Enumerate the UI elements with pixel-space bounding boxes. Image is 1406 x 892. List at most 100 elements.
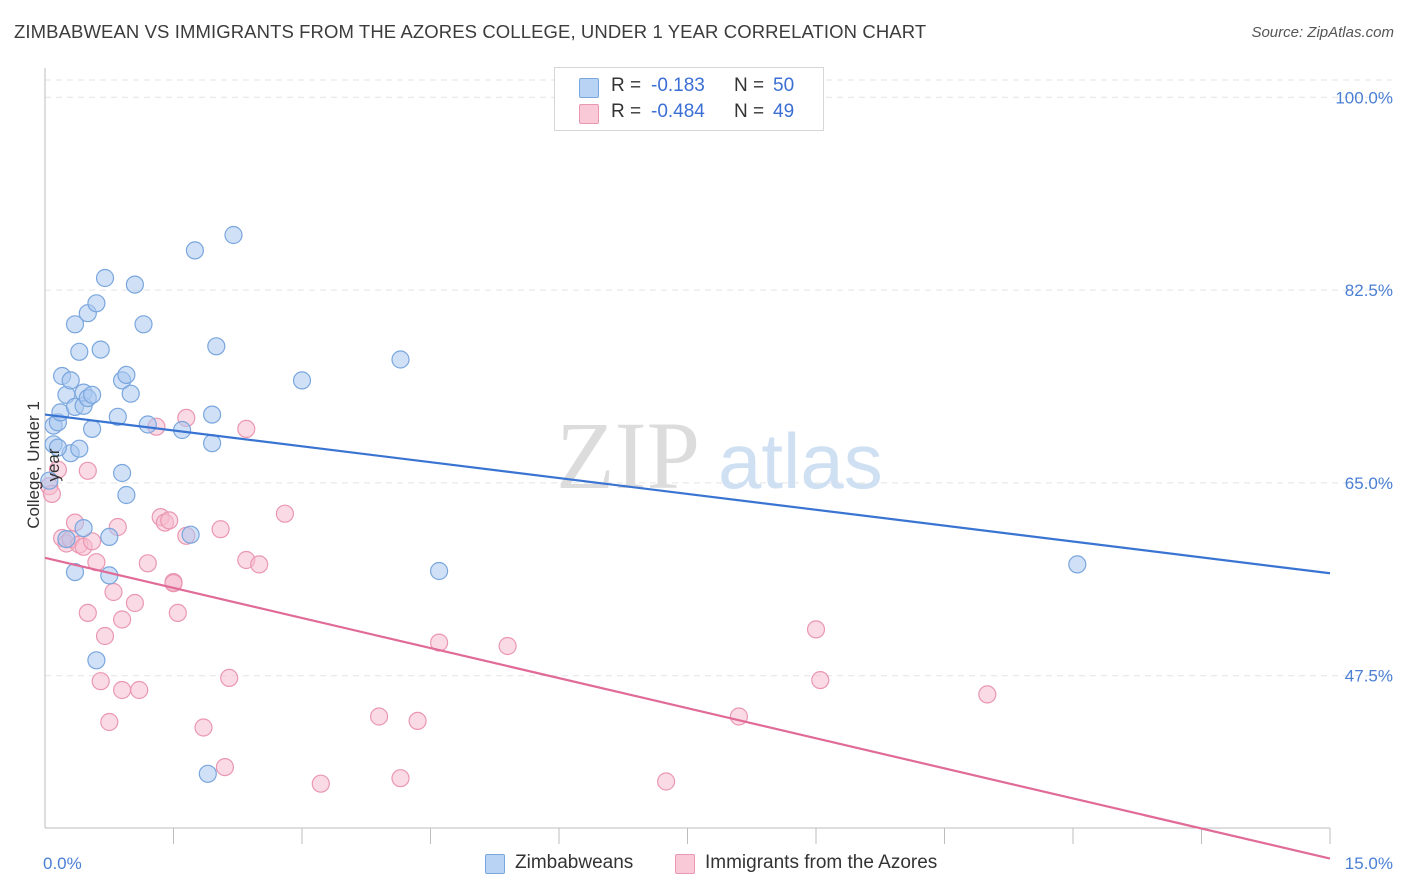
zimbabweans-point	[48, 438, 68, 457]
zimbabweans-point	[207, 337, 226, 356]
stats-legend-box: R = -0.183 N = 50 R = -0.484 N = 49	[554, 67, 824, 131]
zimbabweans-point	[61, 371, 80, 390]
trend-lines	[44, 413, 1331, 860]
azores-point	[78, 461, 97, 480]
zimbabweans-point	[87, 651, 106, 670]
chart-source: Source: ZipAtlas.com	[1251, 24, 1394, 41]
azores-point	[194, 718, 213, 737]
r-label: R =	[611, 75, 642, 96]
y-tick-label: 82.5%	[1345, 281, 1393, 300]
azores-point	[82, 532, 102, 551]
series-zimbabweans-points	[40, 225, 1087, 783]
azores-point	[370, 707, 389, 726]
n-label: N =	[734, 75, 765, 96]
watermark-atlas: atlas	[718, 417, 883, 505]
azores-point	[498, 636, 517, 656]
y-tick-labels: 47.5% 65.0% 82.5% 100.0%	[1335, 88, 1393, 685]
zimbabweans-point	[65, 315, 85, 334]
zimbabweans-point	[203, 434, 222, 453]
zimbabweans-swatch-icon	[485, 854, 505, 874]
zimbabweans-point	[70, 342, 89, 361]
azores-point	[978, 685, 997, 704]
zimbabweans-trend-line	[44, 413, 1331, 575]
zimbabweans-point	[121, 384, 140, 403]
x-tick-labels: 0.0% 15.0%	[43, 854, 1393, 873]
azores-point	[237, 419, 256, 438]
zimbabweans-swatch-icon	[579, 78, 599, 98]
azores-point	[78, 603, 97, 623]
azores-point	[275, 504, 294, 523]
azores-point	[112, 680, 132, 700]
azores-swatch-icon	[675, 854, 695, 874]
n-value: 50	[773, 75, 795, 96]
zimbabweans-point	[224, 225, 243, 245]
zimbabweans-point	[198, 764, 217, 783]
watermark: ZIP atlas	[556, 402, 883, 509]
watermark-zip: ZIP	[556, 402, 700, 509]
zimbabweans-point	[185, 241, 204, 260]
zimbabweans-point	[100, 527, 119, 547]
n-label: N =	[734, 101, 765, 122]
zimbabweans-point	[181, 525, 200, 544]
zimbabweans-point	[95, 268, 115, 288]
legend-label: Immigrants from the Azores	[705, 852, 938, 873]
x-tick-label: 0.0%	[43, 854, 82, 873]
zimbabweans-point	[391, 350, 410, 369]
zimbabweans-point	[40, 471, 59, 490]
legend: Zimbabweans Immigrants from the Azores	[0, 852, 1406, 878]
zimbabweans-point	[57, 529, 76, 549]
zimbabweans-point	[134, 315, 153, 334]
x-tick-label: 15.0%	[1345, 854, 1393, 873]
zimbabweans-point	[292, 371, 312, 390]
azores-point	[211, 520, 230, 539]
y-axis-label: College, Under 1 year	[24, 401, 63, 529]
azores-point	[125, 593, 144, 613]
azores-point	[160, 511, 179, 530]
zimbabweans-point	[1068, 555, 1087, 574]
azores-point	[104, 582, 123, 602]
azores-point	[112, 610, 132, 629]
azores-trend-line	[44, 556, 1331, 860]
zimbabweans-point	[82, 419, 102, 438]
y-tick-label: 47.5%	[1345, 667, 1393, 686]
zimbabweans-point	[82, 385, 102, 404]
azores-point	[215, 757, 234, 777]
azores-point	[138, 554, 157, 573]
azores-point	[408, 711, 427, 731]
grid-lines	[45, 79, 1392, 677]
azores-point	[220, 668, 239, 688]
r-value: -0.484	[651, 101, 705, 122]
azores-point	[391, 769, 410, 788]
zimbabweans-point	[125, 275, 144, 294]
azores-swatch-icon	[579, 104, 599, 124]
zimbabweans-point	[65, 562, 85, 582]
azores-point	[311, 774, 330, 793]
zimbabweans-point	[138, 415, 157, 434]
azores-point	[811, 670, 830, 690]
azores-point	[656, 772, 676, 791]
y-tick-label: 65.0%	[1345, 474, 1393, 493]
axes	[44, 68, 1331, 844]
zimbabweans-point	[117, 365, 136, 384]
azores-point	[100, 712, 119, 732]
azores-point	[168, 603, 187, 623]
legend-label: Zimbabweans	[515, 852, 634, 873]
zimbabweans-point	[112, 463, 132, 483]
y-tick-label: 100.0%	[1335, 88, 1393, 107]
azores-point	[250, 555, 269, 574]
zimbabweans-point	[108, 407, 127, 426]
zimbabweans-point	[87, 294, 106, 313]
r-value: -0.183	[651, 75, 705, 96]
zimbabweans-point	[203, 405, 222, 424]
azores-point	[95, 626, 115, 646]
zimbabweans-point	[117, 485, 136, 505]
zimbabweans-point	[91, 340, 110, 359]
chart-title: ZIMBABWEAN VS IMMIGRANTS FROM THE AZORES…	[14, 21, 927, 42]
zimbabweans-point	[70, 439, 89, 458]
azores-point	[130, 680, 149, 700]
n-value: 49	[773, 101, 795, 122]
zimbabweans-point	[430, 561, 449, 581]
azores-point	[91, 672, 110, 691]
azores-point	[806, 620, 826, 639]
